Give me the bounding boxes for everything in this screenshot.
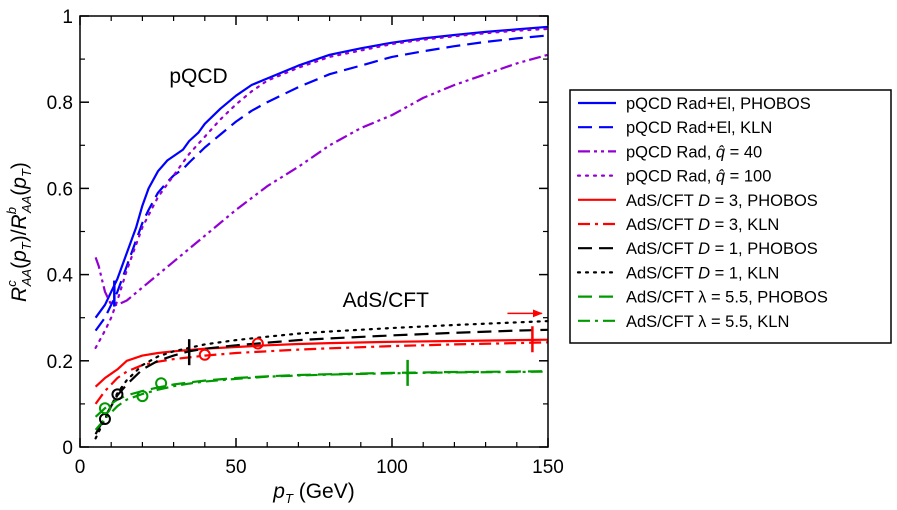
x-axis-label: pT (GeV)	[272, 480, 354, 506]
annotation-pqcd: pQCD	[169, 65, 227, 88]
legend-box	[569, 89, 892, 344]
legend-label-ads-cft-d-1-kln: AdS/CFT D = 1, KLN	[626, 264, 779, 282]
x-axis-label-sub: T	[285, 491, 294, 506]
x-tick-label: 50	[225, 457, 246, 478]
series-line-ads-cft-d-3-kln	[94, 341, 549, 405]
y-tick-label: 0.4	[47, 266, 74, 287]
plot-area	[94, 25, 550, 440]
x-axis-label-var: p	[272, 480, 285, 503]
legend-label-pqcd-rad-q-40: pQCD Rad, q̂ = 40	[626, 143, 762, 161]
series-line-pqcd-rad-el-kln	[94, 34, 549, 332]
x-tick-label: 100	[376, 457, 408, 478]
circle-marker	[155, 377, 168, 390]
y-tick-label: 0.6	[47, 179, 73, 200]
circle-marker	[98, 412, 111, 425]
series-line-pqcd-rad-el-phobos	[94, 25, 549, 319]
legend: pQCD Rad+El, PHOBOS pQCD Rad+El, KLN pQCD …	[569, 89, 892, 344]
circle-marker	[251, 337, 264, 350]
legend-label-ads-cft-d-3-kln: AdS/CFT D = 3, KLN	[626, 216, 779, 234]
annotation-ads-cft: AdS/CFT	[343, 289, 430, 312]
series-line-ads-cft-5-5-kln	[94, 370, 549, 431]
circle-marker	[198, 348, 211, 361]
y-axis-label-group: RcAA(pT)/RbAA(pT)	[4, 162, 34, 302]
series-line-ads-cft-d-1-phobos	[94, 328, 549, 435]
x-tick-label: 150	[532, 457, 564, 478]
series-line-pqcd-rad-q-100	[94, 27, 550, 349]
legend-label-ads-cft-d-1-phobos: AdS/CFT D = 1, PHOBOS	[626, 240, 818, 258]
x-tick-label: 0	[75, 457, 86, 478]
y-tick-label: 0.2	[47, 352, 73, 373]
series-line-pqcd-rad-q-40	[94, 53, 549, 306]
circle-marker	[136, 390, 149, 403]
y-axis-label: RcAA(pT)/RbAA(pT)	[4, 162, 34, 302]
legend-label-pqcd-rad-q-100: pQCD Rad, q̂ = 100	[626, 168, 771, 186]
legend-label-pqcd-rad-el-kln: pQCD Rad+El, KLN	[626, 119, 772, 137]
series-line-ads-cft-d-1-kln	[94, 320, 550, 440]
x-axis-label-unit: (GeV)	[293, 480, 355, 503]
legend-label-pqcd-rad-el-phobos: pQCD Rad+El, PHOBOS	[626, 95, 811, 113]
y-tick-label: 0.8	[47, 93, 73, 114]
legend-label-ads-cft-5-5-kln: AdS/CFT λ = 5.5, KLN	[626, 313, 789, 331]
legend-label-ads-cft-5-5-phobos: AdS/CFT λ = 5.5, PHOBOS	[626, 289, 828, 307]
axes: 0 50 100 150 0 0.2 0.4 0.6 0.8 1	[47, 7, 564, 478]
circle-marker	[98, 402, 111, 415]
circle-marker	[111, 388, 124, 401]
legend-label-ads-cft-d-3-phobos: AdS/CFT D = 3, PHOBOS	[626, 192, 818, 210]
y-tick-label: 0	[62, 438, 73, 459]
y-tick-label: 1	[62, 7, 73, 28]
